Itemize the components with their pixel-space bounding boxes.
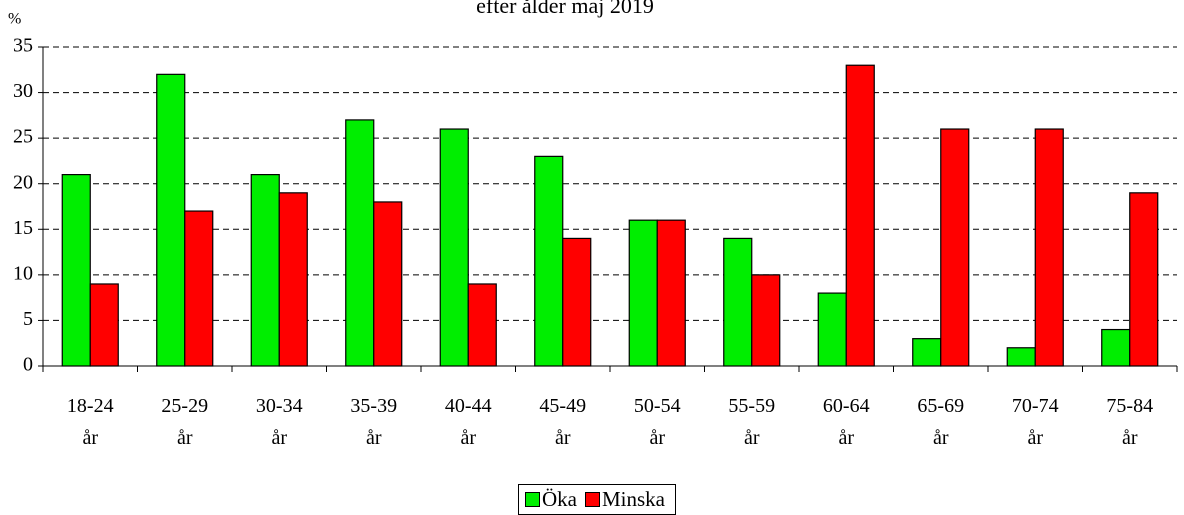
bar <box>628 219 658 367</box>
bar <box>656 219 686 367</box>
y-tick-label: 10 <box>13 262 33 284</box>
bar <box>1129 192 1159 367</box>
y-tick-label: 25 <box>13 126 33 148</box>
bar <box>912 338 942 367</box>
legend-label: Minska <box>602 487 665 511</box>
bar <box>156 73 186 367</box>
x-tick-label: 75-84 år <box>1106 395 1154 449</box>
bar <box>817 292 847 367</box>
bar <box>940 128 970 367</box>
bar <box>1034 128 1064 367</box>
x-tick-label: 70-74 år <box>1011 395 1059 449</box>
legend-item: Öka <box>525 487 577 512</box>
y-tick-label: 35 <box>13 35 33 57</box>
bar <box>723 237 753 367</box>
bar <box>278 192 308 367</box>
legend-swatch <box>585 492 600 507</box>
bar <box>534 155 564 367</box>
x-tick-label: 25-29 år <box>161 395 209 449</box>
y-tick-label: 0 <box>23 354 33 376</box>
x-tick-label: 18-24 år <box>66 395 114 449</box>
x-tick-label: 60-64 år <box>822 395 870 449</box>
x-tick-label: 50-54 år <box>633 395 681 449</box>
y-tick-label: 20 <box>13 171 33 193</box>
legend-label: Öka <box>542 487 577 511</box>
x-tick-label: 45-49 år <box>539 395 587 449</box>
bar <box>845 64 875 367</box>
bar <box>562 237 592 367</box>
bar <box>1006 347 1036 367</box>
y-axis-label: % <box>8 11 21 28</box>
bar <box>250 174 280 367</box>
bar <box>467 283 497 367</box>
bar <box>373 201 403 367</box>
x-tick-label: 35-39 år <box>350 395 398 449</box>
legend-swatch <box>525 492 540 507</box>
bar <box>345 119 375 367</box>
x-tick-label: 30-34 år <box>255 395 303 449</box>
legend: Öka Minska <box>518 484 676 515</box>
bar <box>89 283 119 367</box>
chart-title: efter ålder maj 2019 <box>476 0 654 18</box>
x-tick-label: 65-69 år <box>917 395 965 449</box>
y-tick-label: 5 <box>23 308 33 330</box>
x-tick-label: 40-44 år <box>444 395 492 449</box>
bar <box>184 210 214 367</box>
bar <box>1101 328 1131 367</box>
bar <box>61 174 91 367</box>
legend-item: Minska <box>585 487 665 512</box>
y-tick-label: 30 <box>13 80 33 102</box>
x-tick-label: 55-59 år <box>728 395 776 449</box>
y-tick-label: 15 <box>13 217 33 239</box>
bar <box>439 128 469 367</box>
bar <box>751 274 781 367</box>
